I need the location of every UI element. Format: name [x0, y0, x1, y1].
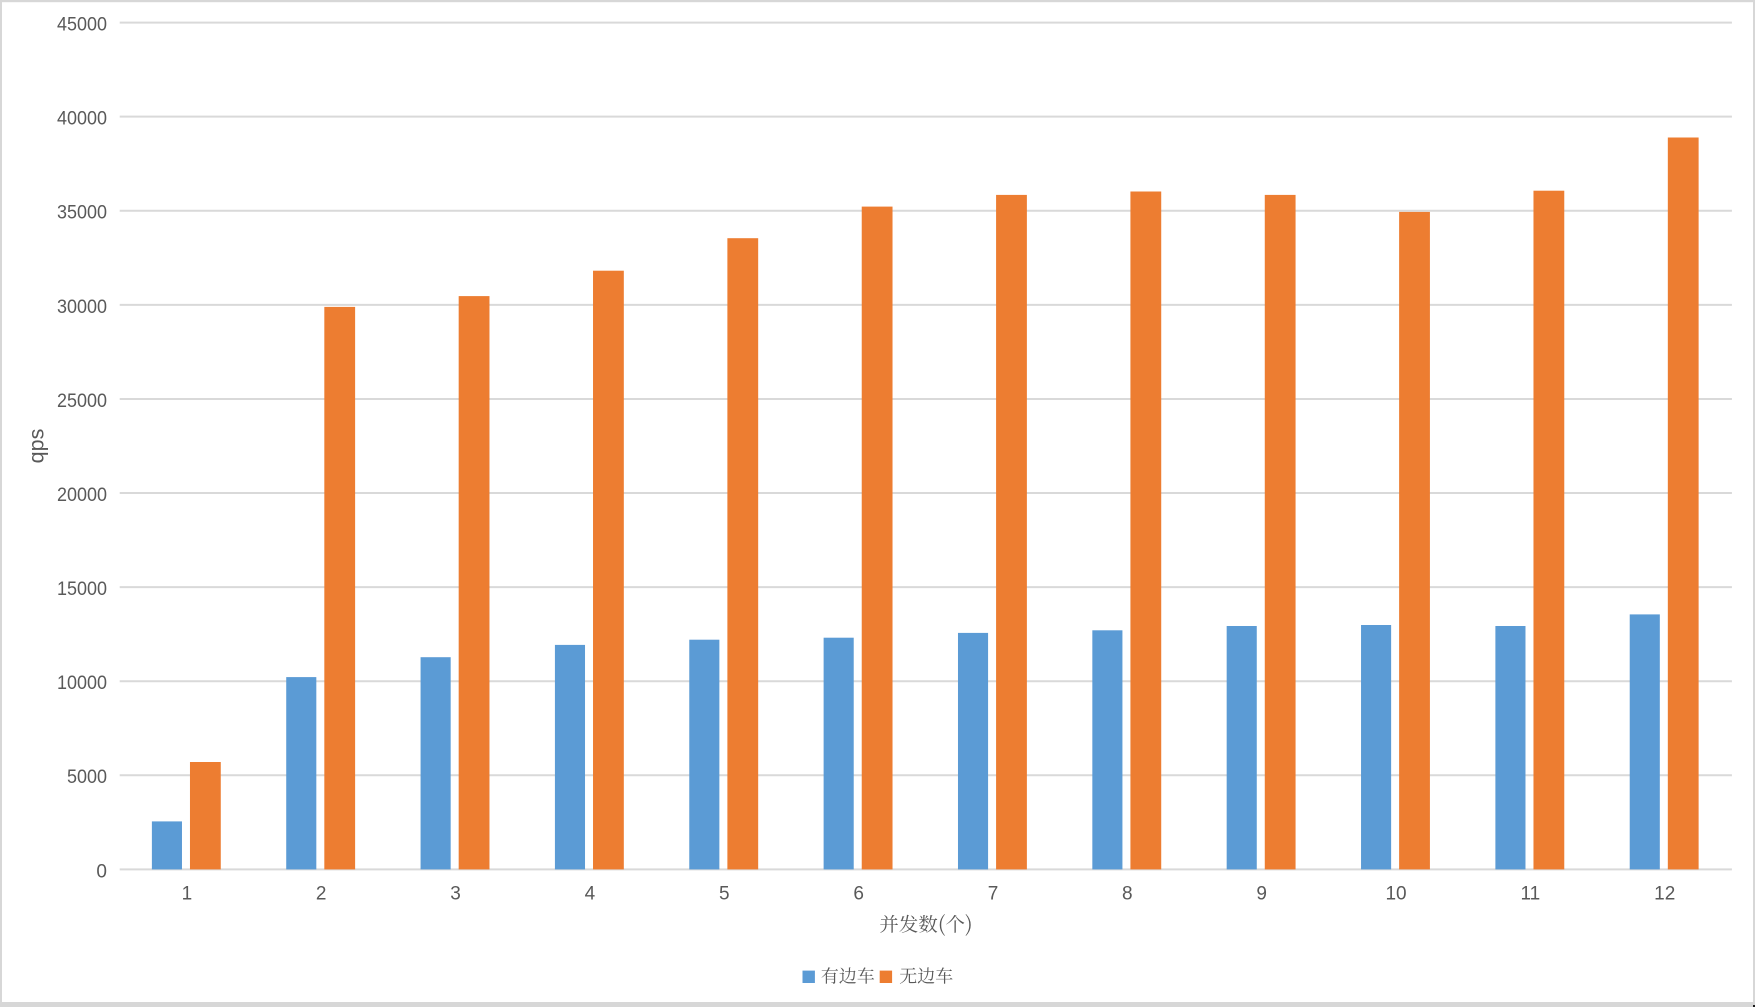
svg-text:20000: 20000 [57, 485, 107, 506]
svg-text:10000: 10000 [57, 673, 107, 694]
svg-text:12: 12 [1654, 884, 1675, 905]
svg-text:30000: 30000 [57, 297, 107, 318]
svg-text:45000: 45000 [57, 14, 107, 35]
svg-text:11: 11 [1521, 884, 1541, 905]
svg-text:2: 2 [316, 884, 327, 905]
svg-text:5: 5 [719, 884, 730, 905]
svg-text:5000: 5000 [67, 767, 107, 788]
svg-text:40000: 40000 [57, 109, 107, 130]
svg-text:1: 1 [182, 884, 193, 905]
svg-text:6: 6 [853, 884, 864, 905]
svg-text:3: 3 [450, 884, 461, 905]
svg-text:8: 8 [1122, 884, 1133, 905]
svg-text:7: 7 [988, 884, 999, 905]
svg-text:qps: qps [25, 429, 49, 464]
svg-text:0: 0 [96, 861, 107, 882]
svg-text:10: 10 [1385, 884, 1406, 905]
svg-text:4: 4 [585, 884, 596, 905]
svg-text:25000: 25000 [57, 391, 107, 412]
svg-text:9: 9 [1256, 884, 1267, 905]
svg-text:15000: 15000 [57, 579, 107, 600]
svg-text:35000: 35000 [57, 203, 107, 224]
